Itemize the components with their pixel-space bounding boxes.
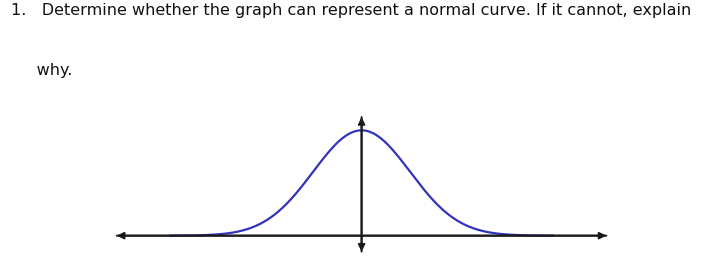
Text: why.: why. bbox=[11, 63, 72, 78]
Text: 1.   Determine whether the graph can represent a normal curve. If it cannot, exp: 1. Determine whether the graph can repre… bbox=[11, 3, 691, 18]
